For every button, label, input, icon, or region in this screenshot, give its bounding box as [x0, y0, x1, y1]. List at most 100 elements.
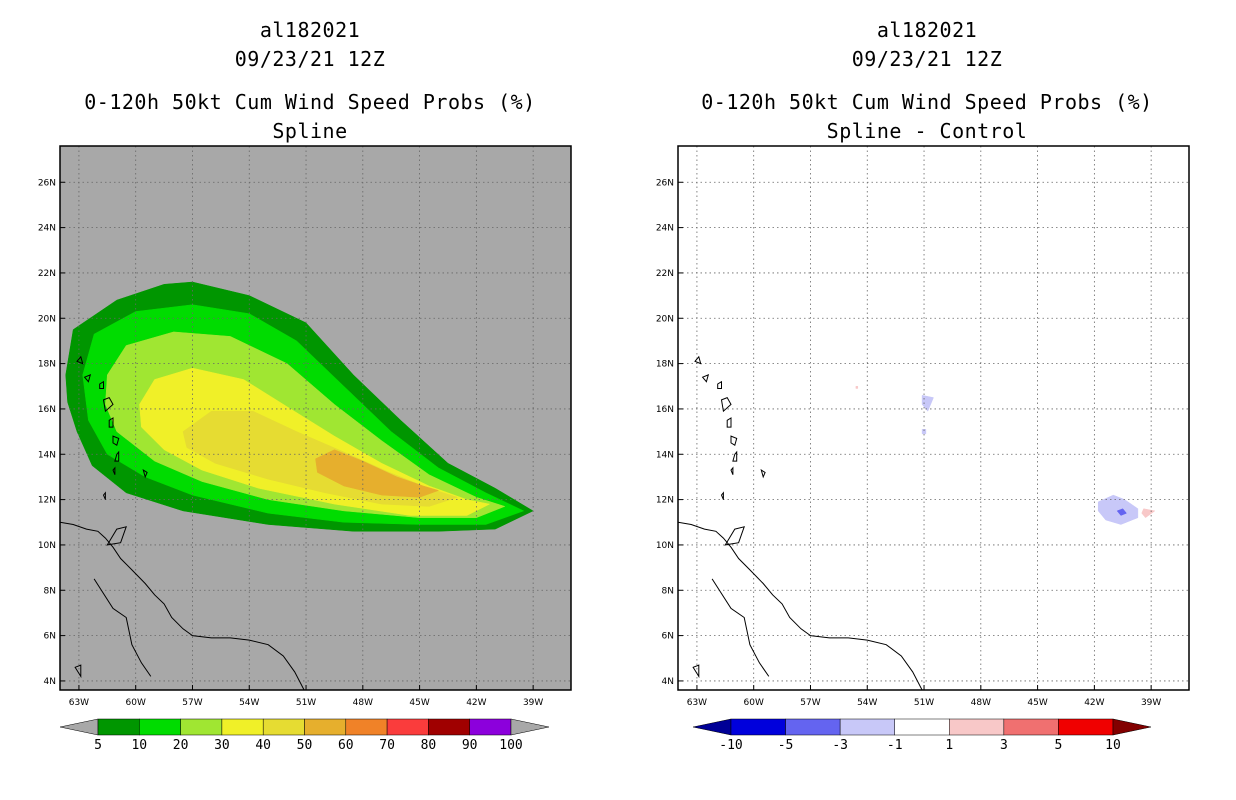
border-line — [93, 578, 152, 677]
y-tick-label: 16N — [656, 405, 674, 415]
y-tick-label: 26N — [656, 178, 674, 188]
colorbar-label: 5 — [1055, 738, 1063, 753]
x-tick-label: 39W — [1141, 698, 1161, 708]
colorbar-swatch — [139, 718, 181, 736]
island-outline — [83, 374, 92, 383]
island-outline — [692, 664, 700, 679]
colorbar-swatch — [304, 718, 347, 736]
anomaly-pos-5 — [855, 386, 859, 389]
island-outline — [694, 355, 702, 365]
colorbar-label: 50 — [297, 738, 313, 753]
right-datetime: 09/23/21 12Z — [851, 47, 1003, 71]
y-tick-label: 22N — [38, 269, 56, 279]
x-tick-label: 60W — [744, 698, 764, 708]
x-tick-label: 57W — [800, 698, 820, 708]
colorbar-label: 3 — [1000, 738, 1008, 753]
x-tick-label: 63W — [687, 698, 707, 708]
y-tick-label: 24N — [656, 224, 674, 234]
left-storm-id: al182021 — [259, 18, 361, 42]
colorbar-label: 90 — [462, 738, 478, 753]
island-outline — [114, 450, 120, 462]
y-tick-label: 10N — [656, 541, 674, 551]
anomaly-pos-4 — [1141, 508, 1156, 519]
island-outline — [102, 491, 106, 500]
y-tick-label: 10N — [38, 541, 56, 551]
y-tick-label: 18N — [656, 360, 674, 370]
left-subtitle: Spline — [272, 119, 348, 143]
island-outline — [142, 469, 148, 479]
colorbar-label: 5 — [94, 738, 102, 753]
colorbar-label: 70 — [379, 738, 395, 753]
colorbar-swatch — [730, 718, 786, 736]
colorbar-label: 1 — [945, 738, 953, 753]
y-tick-label: 22N — [656, 269, 674, 279]
y-tick-label: 12N — [656, 496, 674, 506]
y-tick-label: 20N — [38, 314, 56, 324]
prob-contour-50 — [315, 449, 440, 498]
colorbar-swatch — [1003, 718, 1059, 736]
y-tick-label: 8N — [662, 586, 674, 596]
colorbar-label: 60 — [338, 738, 354, 753]
x-tick-label: 54W — [857, 698, 877, 708]
x-tick-label: 45W — [1027, 698, 1047, 708]
map-content — [678, 146, 1189, 690]
colorbar-high-arrow — [1112, 718, 1152, 736]
island-outline — [717, 380, 722, 389]
island-outline — [74, 664, 82, 679]
map-frame — [677, 145, 1190, 691]
y-tick-label: 20N — [656, 314, 674, 324]
right-subtitle: Spline - Control — [826, 119, 1028, 143]
colorbar-low-arrow — [692, 718, 732, 736]
colorbar-label: -5 — [778, 738, 794, 753]
colorbar-label: 20 — [173, 738, 189, 753]
colorbar-swatch — [469, 718, 512, 736]
x-tick-label: 57W — [182, 698, 202, 708]
y-tick-label: 6N — [44, 632, 56, 642]
y-tick-label: 24N — [38, 224, 56, 234]
x-tick-label: 48W — [353, 698, 373, 708]
colorbar: -10 -5 -3 -1 1 3 5 10 — [692, 718, 1152, 753]
y-tick-label: 4N — [44, 677, 56, 687]
x-tick-label: 42W — [1084, 698, 1104, 708]
x-tick-label: 51W — [296, 698, 316, 708]
island-outline — [102, 396, 114, 413]
border-line — [711, 578, 770, 677]
colorbar-swatch — [839, 718, 895, 736]
island-outline — [760, 469, 766, 479]
colorbar-label: 10 — [1105, 738, 1121, 753]
y-tick-label: 14N — [38, 450, 56, 460]
y-tick-label: 8N — [44, 586, 56, 596]
colorbar-swatch — [221, 718, 264, 736]
right-storm-id: al182021 — [876, 18, 978, 42]
left-datetime: 09/23/21 12Z — [234, 47, 386, 71]
x-tick-label: 48W — [971, 698, 991, 708]
x-tick-label: 42W — [466, 698, 486, 708]
anomaly-neg-2 — [1097, 494, 1139, 525]
colorbar-swatch — [894, 718, 950, 736]
anomaly-neg-1 — [921, 429, 927, 435]
x-tick-label: 45W — [409, 698, 429, 708]
island-outline — [108, 417, 114, 428]
colorbar-high-arrow — [510, 718, 550, 736]
colorbar-label: 40 — [255, 738, 271, 753]
x-tick-label: 39W — [523, 698, 543, 708]
colorbar: 5 10 20 30 40 50 60 70 80 90 100 — [59, 718, 550, 753]
y-tick-label: 12N — [38, 496, 56, 506]
colorbar-swatch — [97, 718, 140, 736]
map-background — [678, 146, 1189, 690]
colorbar-label: 80 — [421, 738, 437, 753]
colorbar-swatch — [1058, 718, 1114, 736]
map-panel-spline: 63W 60W 57W 54W 51W 48W 45W 42W 39W 26N 24N 22N 20N 1… — [38, 145, 572, 753]
y-tick-label: 14N — [656, 450, 674, 460]
colorbar-swatch — [386, 718, 429, 736]
right-title: 0-120h 50kt Cum Wind Speed Probs (%) — [701, 90, 1153, 114]
island-outline — [720, 396, 732, 413]
map-frame — [59, 145, 572, 691]
colorbar-label: -1 — [887, 738, 903, 753]
y-tick-label: 26N — [38, 178, 56, 188]
colorbar-swatch — [949, 718, 1005, 736]
x-tick-label: 63W — [69, 698, 89, 708]
island-outline — [99, 380, 104, 389]
island-outline — [701, 374, 710, 383]
